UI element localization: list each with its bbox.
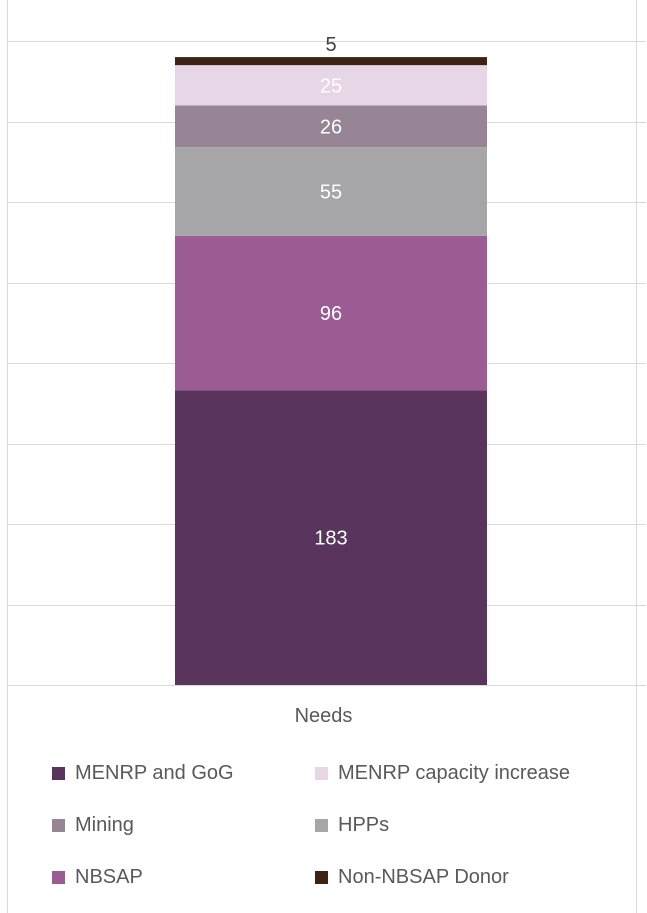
data-label: 96 (320, 303, 342, 325)
x-category-label: Needs (294, 705, 353, 727)
bar-segment (175, 105, 487, 148)
data-label: 25 (320, 75, 342, 97)
bar-segment (175, 235, 487, 391)
data-label: 5 (325, 34, 336, 56)
data-label: 55 (320, 182, 342, 204)
data-label: 26 (320, 116, 342, 138)
data-label: 183 (314, 528, 347, 550)
bar-segment (175, 147, 487, 236)
bar-segment (175, 65, 487, 106)
data-labels: 183 96 55 26 25 5 (314, 34, 347, 550)
bar-segments (175, 57, 487, 685)
bar-segment (175, 390, 487, 685)
bar-segment (175, 57, 487, 66)
chart-frame (7, 0, 637, 913)
